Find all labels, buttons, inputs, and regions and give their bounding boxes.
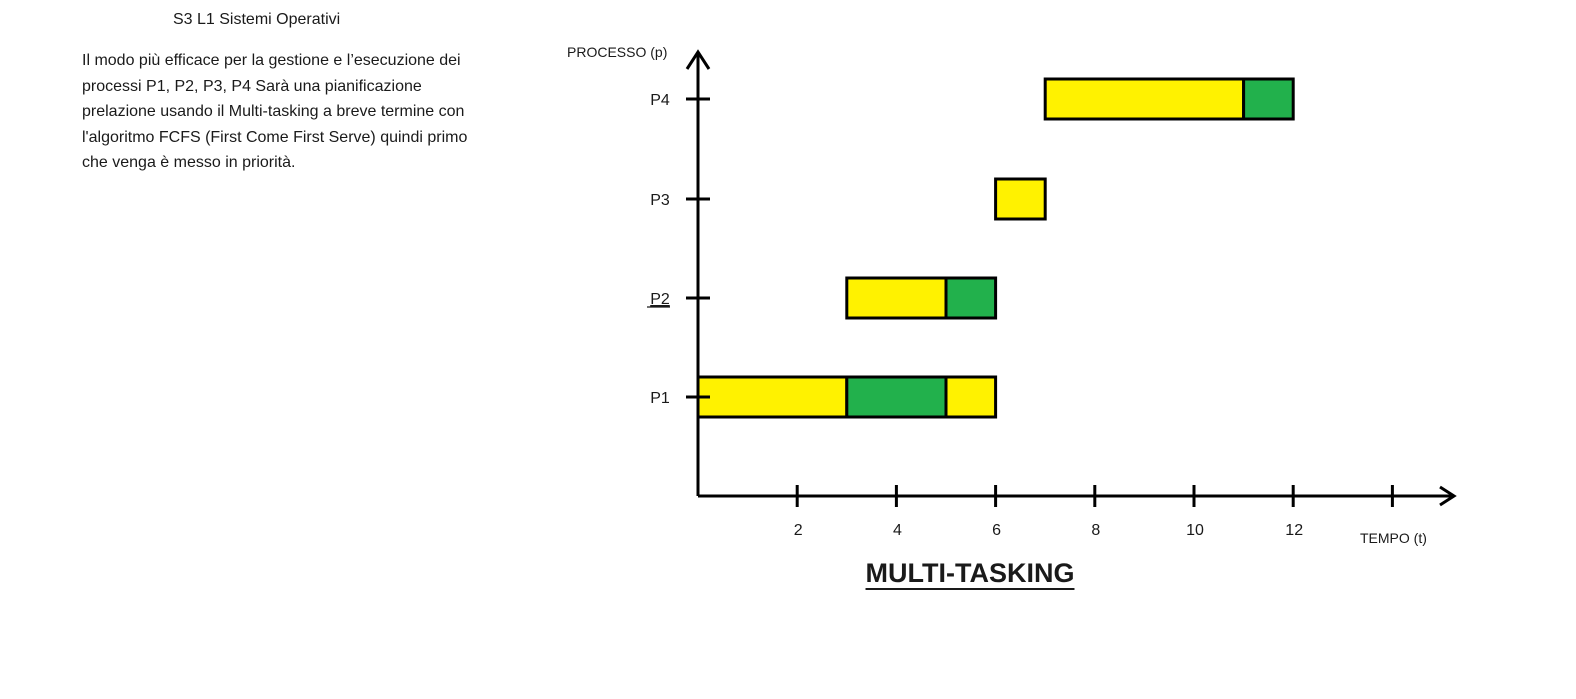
paragraph-line: processi P1, P2, P3, P4 Sarà una pianifi… [82,77,422,95]
y-axis-label: PROCESSO (p) [567,44,667,60]
bar-segment-p2 [944,276,998,320]
paragraph-line: Il modo più efficace per la gestione e l… [82,52,461,69]
document-paragraph: Il modo più efficace per la gestione e l… [82,48,552,176]
paragraph-line: che venga è messo in priorità. [82,154,296,171]
document-title: S3 L1 Sistemi Operativi [173,11,341,28]
y-tick-label-p3: P3 [650,192,670,209]
bar-segment-p4 [1242,77,1295,121]
x-tick-label: 12 [1285,522,1303,539]
paragraph-line: prelazione usando il Multi-tasking a bre… [82,103,465,120]
y-axis-arrow-icon [685,49,711,70]
bar-segment-p2 [845,276,948,320]
x-tick-label: 4 [893,522,902,539]
chart-axes [685,49,1457,507]
paragraph-line: l'algoritmo FCFS (First Come First Serve… [82,128,468,146]
bar-segment-p1 [845,375,948,419]
bar-segment-p1 [944,375,998,419]
x-tick-label: 2 [794,522,803,539]
x-axis-arrow-icon [1439,485,1457,507]
x-tick-label: 8 [1091,522,1100,539]
bar-segment-p4 [1043,77,1246,121]
y-tick-label-p2: P2 [650,291,670,308]
chart-labels: 2 4 6 8 10 12 P1 P2 P3 P4 PROCESSO (p) TEMPO (t) MUL… [567,44,1427,590]
x-tick-label: 6 [992,522,1001,539]
bar-segment-p3 [994,177,1047,221]
bar-segment-p1 [696,375,849,419]
y-tick-label-p1: P1 [650,390,670,407]
y-tick-label-p4: P4 [650,92,670,109]
x-tick-label: 10 [1186,522,1204,539]
process-segments [696,77,1295,419]
x-axis-label: TEMPO (t) [1360,530,1427,546]
chart-title: MULTI-TASKING [866,558,1075,588]
